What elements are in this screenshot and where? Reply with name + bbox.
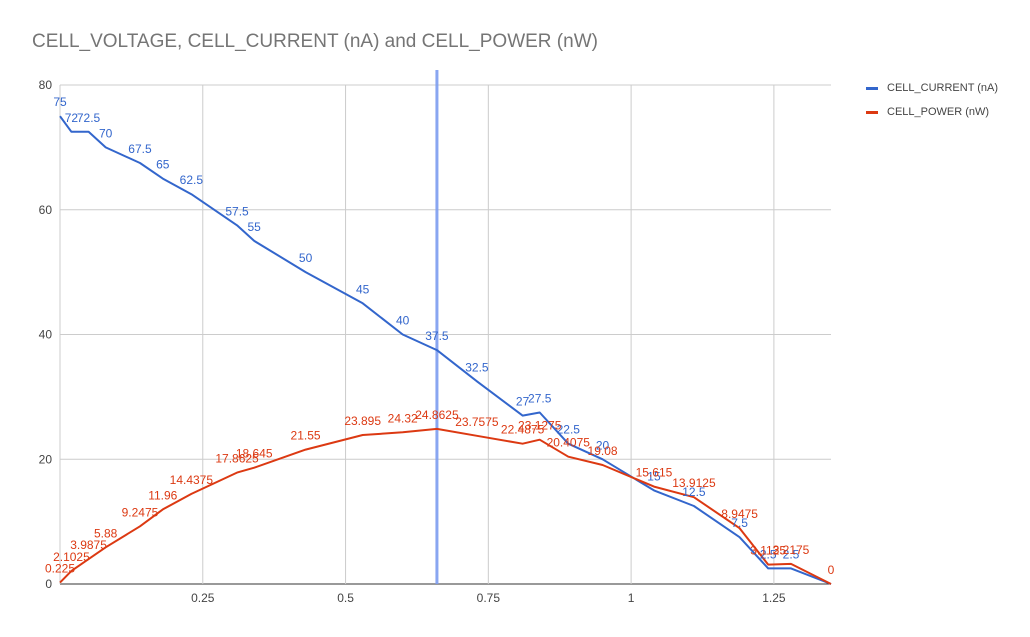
y-tick-label: 60: [39, 203, 53, 217]
power-data-label: 21.55: [291, 429, 321, 443]
power-data-label: 22.4875: [501, 423, 545, 437]
power-data-label: 11.96: [148, 488, 177, 502]
current-data-label: 45: [356, 282, 370, 296]
power-data-label: 0.225: [45, 562, 75, 576]
axes: 0 20 40 60 80 0.25 0.5 0.75 1 1.25: [39, 78, 786, 605]
current-data-label: 55: [247, 220, 261, 234]
legend-item-power[interactable]: CELL_POWER (nW): [866, 100, 998, 124]
power-data-label: 23.1275: [518, 419, 562, 433]
power-data-label: 13.9125: [672, 476, 716, 490]
current-data-label: 20: [596, 438, 610, 452]
power-data-label: 15.615: [636, 466, 673, 480]
current-data-label: 65: [156, 158, 170, 172]
legend-label-power: CELL_POWER (nW): [887, 106, 990, 118]
power-data-label: 9.2475: [122, 505, 159, 519]
power-data-label: 17.8625: [215, 452, 259, 466]
x-tick-label: 0.25: [191, 591, 215, 605]
y-tick-label: 80: [39, 78, 53, 92]
legend-label-current: CELL_CURRENT (nA): [887, 82, 999, 94]
power-data-label: 5.88: [94, 526, 118, 540]
y-tick-label: 40: [39, 328, 53, 342]
power-data-label: 14.4375: [170, 473, 214, 487]
current-data-label: 12.5: [682, 485, 706, 499]
legend: CELL_CURRENT (nA) CELL_POWER (nW): [866, 76, 998, 124]
current-data-label: 27.5: [528, 391, 552, 405]
legend-swatch-current: [866, 86, 878, 90]
current-data-label: 40: [396, 314, 410, 328]
current-data-label: 70: [99, 126, 113, 140]
x-tick-label: 0.5: [337, 591, 354, 605]
y-tick-label: 0: [45, 577, 52, 591]
x-tick-label: 0.75: [477, 591, 501, 605]
power-data-label: 2.1025: [53, 550, 90, 564]
current-data-label: 72.5: [77, 111, 101, 125]
x-tick-label: 1: [628, 591, 635, 605]
current-series-line: [59, 115, 832, 585]
power-data-label: 24.32: [388, 411, 418, 425]
x-tick-label: 1.25: [762, 591, 786, 605]
power-data-label: 20.4075: [547, 436, 591, 450]
series: [59, 115, 832, 585]
current-data-label: 22.5: [557, 423, 581, 437]
current-data-label: 62.5: [180, 173, 204, 187]
current-data-label: 67.5: [128, 142, 152, 156]
current-data-label: 15: [647, 469, 661, 483]
current-data-label: 27: [516, 395, 530, 409]
current-data-label: 50: [299, 251, 313, 265]
current-data-label: 7.5: [731, 516, 748, 530]
current-data-label: 32.5: [465, 360, 489, 374]
legend-item-current[interactable]: CELL_CURRENT (nA): [866, 76, 998, 100]
power-data-label: 3.9875: [70, 538, 107, 552]
power-data-label: 23.7575: [455, 415, 499, 429]
current-data-label: 2.5: [760, 547, 777, 561]
grid: [59, 84, 831, 585]
power-data-label: 3.1125: [750, 544, 786, 558]
current-data-label: 57.5: [225, 204, 249, 218]
power-data-label: 24.8625: [415, 408, 459, 422]
power-data-label: 8.9475: [721, 507, 758, 521]
current-data-label: 75: [53, 95, 67, 109]
current-data-label: 37.5: [425, 329, 449, 343]
current-data-label: 2.5: [783, 547, 800, 561]
power-series-line: [59, 427, 832, 585]
power-data-label: 23.895: [344, 414, 381, 428]
power-data-label: 3.2175: [773, 543, 810, 557]
current-data-label: 72: [65, 111, 79, 125]
chart-title: CELL_VOLTAGE, CELL_CURRENT (nA) and CELL…: [32, 31, 598, 52]
power-data-label: 0: [828, 563, 835, 577]
power-data-label: 19.08: [588, 444, 618, 458]
y-tick-label: 20: [39, 452, 53, 466]
power-data-label: 18.645: [236, 447, 273, 461]
legend-swatch-power: [866, 110, 878, 114]
